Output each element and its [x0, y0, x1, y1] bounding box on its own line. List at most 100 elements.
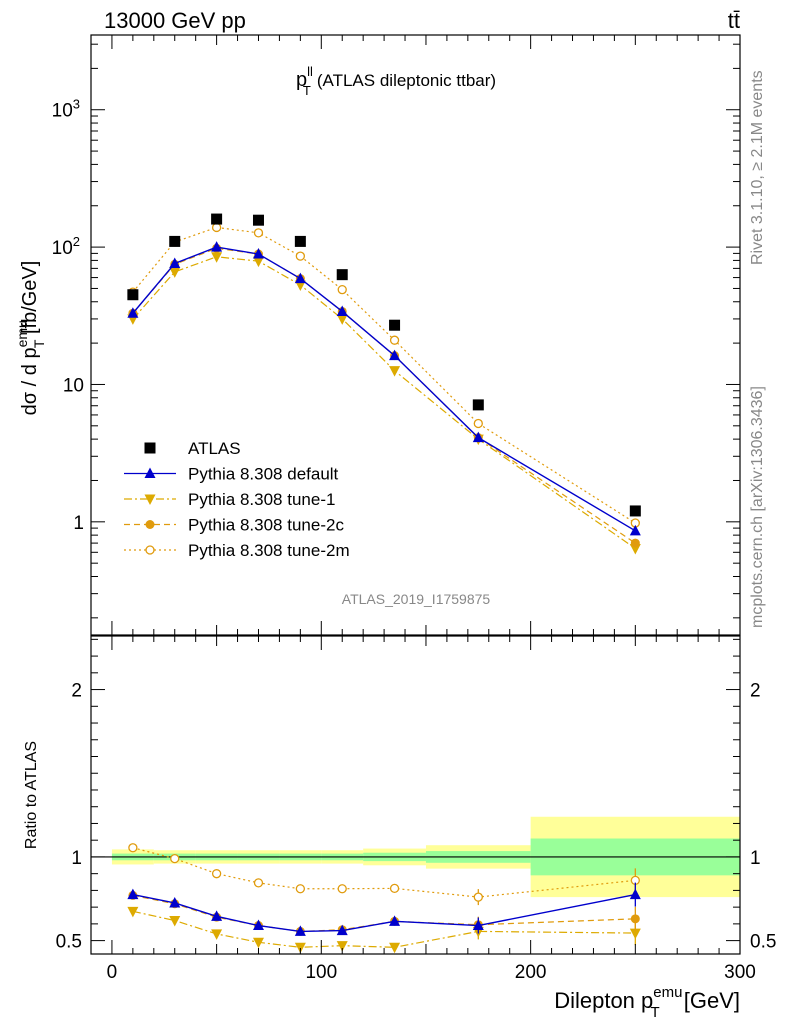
point-atlas [211, 213, 223, 225]
point-atlas [472, 399, 484, 411]
ratio-y-tick-label: 1 [71, 848, 82, 869]
point-tune1 [211, 252, 223, 263]
analysis-id: ATLAS_2019_I1759875 [342, 591, 491, 607]
point-tune1 [252, 256, 264, 268]
header-right: tt̄ [728, 8, 740, 33]
ratio-y-tick-label: 0.5 [56, 932, 82, 953]
ratio-point-tune2m [337, 884, 347, 894]
ratio-tick-labels: 0.5 0.5 1 1 2 2 0 100 200 300 [56, 681, 777, 983]
point-tune2c [630, 538, 640, 548]
point-default [127, 307, 139, 318]
ratio-y-tick-label-right: 1 [750, 848, 761, 869]
ratio-point-tune1 [211, 929, 223, 940]
ratio-point-tune2m [170, 853, 180, 864]
x-axis-label: Dilepton pemu T [GeV] [554, 984, 740, 1021]
point-default [211, 241, 223, 252]
ratio-frame [90, 635, 741, 955]
point-default [629, 524, 641, 536]
ratio-point-tune1 [252, 937, 264, 949]
ratio-point-default [389, 915, 401, 926]
ratio-point-default [169, 896, 181, 908]
point-atlas [294, 235, 306, 247]
point-tune2m [211, 222, 222, 233]
point-atlas [336, 269, 348, 281]
plot-title: pll T(ATLAS dileptonic ttbar) [296, 64, 496, 98]
ratio-point-tune2c [630, 914, 640, 924]
legend-marker-default [144, 467, 156, 478]
x-tick-label: 200 [515, 962, 547, 983]
main-y-axis-label: dσ / d pemuT [fb/GeV] [14, 261, 47, 416]
point-tune1 [336, 314, 348, 325]
point-tune2m [295, 251, 306, 261]
legend-label-tune2c: Pythia 8.308 tune-2c [188, 516, 344, 535]
ratio-point-tune1 [629, 928, 641, 940]
y-tick-label: 103 [52, 97, 80, 122]
legend-label-tune1: Pythia 8.308 tune-1 [188, 490, 335, 509]
point-default [336, 305, 348, 316]
x-tick-label: 100 [305, 962, 337, 983]
ratio-y-tick-label: 2 [71, 681, 82, 702]
main-axis-ticks [91, 35, 741, 635]
ratio-y-axis-label: Ratio to ATLAS [23, 741, 40, 849]
ratio-point-default [127, 888, 139, 900]
ratio-point-tune1 [389, 942, 401, 954]
main-frame [90, 34, 741, 636]
header-left: 13000 GeV pp [104, 8, 246, 33]
point-atlas [629, 505, 641, 517]
ratio-point-tune2m [253, 878, 264, 888]
mcplots-label: mcplots.cern.ch [arXiv:1306.3436] [749, 386, 766, 628]
series-line-tune2m [132, 226, 636, 524]
y-tick-label: 102 [52, 234, 80, 259]
ratio-point-tune2m [295, 884, 306, 894]
ratio-point-tune1 [336, 941, 348, 952]
ratio-point-default [294, 925, 306, 936]
rivet-label: Rivet 3.1.10, ≥ 2.1M events [749, 70, 766, 265]
ratio-point-tune1 [169, 916, 181, 927]
ratio-axis-ticks [91, 636, 741, 954]
legend-marker-tune1 [144, 494, 156, 505]
ratio-y-tick-label-right: 2 [750, 681, 761, 702]
point-atlas [169, 235, 181, 247]
ratio-point-tune2m [389, 883, 400, 894]
point-default [389, 349, 401, 361]
legend-label-tune2m: Pythia 8.308 tune-2m [188, 541, 350, 560]
ratio-point-tune2m [128, 843, 138, 853]
point-tune1 [389, 366, 401, 377]
point-atlas [389, 319, 401, 331]
legend-marker-tune2m [145, 545, 155, 555]
point-default [472, 431, 484, 443]
x-tick-label: 300 [724, 962, 756, 983]
point-tune1 [169, 267, 181, 278]
ratio-panel: 0.5 0.5 1 1 2 2 0 100 200 300 Ratio to ATLAS Dile… [23, 635, 777, 1021]
legend-marker-atlas [144, 442, 156, 454]
legend: ATLAS Pythia 8.308 default Pythia 8.308 tu… [124, 439, 350, 560]
ratio-point-default [211, 910, 223, 921]
point-default [294, 272, 306, 284]
ratio-point-tune2m [211, 869, 222, 879]
point-default [169, 257, 181, 268]
point-atlas [252, 214, 264, 226]
legend-marker-tune2c [145, 520, 155, 529]
main-panel: 1 10 102 103 pll T(ATLAS dileptonic ttbar) d… [14, 34, 741, 636]
ratio-point-default [472, 919, 484, 931]
point-tune2m [253, 228, 264, 238]
x-tick-label: 0 [107, 962, 118, 983]
point-default [252, 248, 264, 259]
ratio-line-default [132, 893, 636, 933]
point-tune2m [473, 418, 483, 429]
legend-label-default: Pythia 8.308 default [188, 465, 339, 484]
series-line-default [132, 246, 636, 532]
ratio-point-default [336, 924, 348, 936]
point-atlas [127, 289, 139, 301]
ratio-data-layer [127, 843, 641, 954]
main-data-layer [127, 213, 641, 555]
ratio-line-tune1 [132, 910, 636, 948]
point-tune2m [389, 335, 400, 345]
point-tune1 [294, 280, 306, 291]
main-y-tick-labels: 1 10 102 103 [52, 97, 84, 534]
ratio-y-tick-label-right: 0.5 [750, 932, 776, 953]
ratio-point-default [629, 888, 641, 900]
y-tick-label: 1 [73, 513, 84, 534]
ratio-point-tune1 [127, 906, 139, 918]
